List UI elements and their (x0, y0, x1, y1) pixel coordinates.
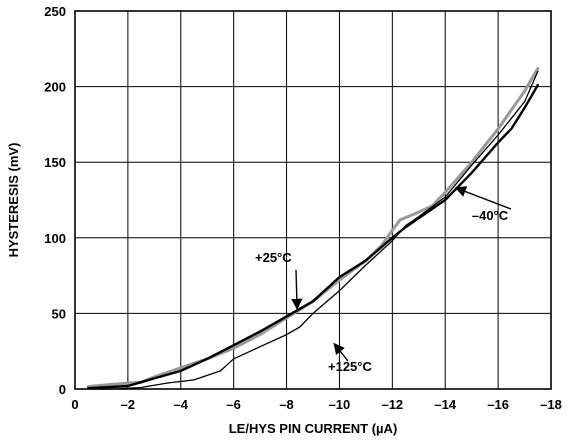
x-tick-label: 0 (71, 397, 78, 412)
annotation-label: +125°C (328, 359, 372, 374)
annotation-label: –40°C (472, 208, 509, 223)
annotation-label: +25°C (255, 250, 292, 265)
series-line-25c (86, 67, 540, 389)
x-tick-label: –16 (487, 397, 509, 412)
grid (75, 11, 551, 389)
y-tick-label: 150 (44, 155, 66, 170)
y-tick-label: 0 (59, 382, 66, 397)
annotation-arrow (333, 342, 349, 362)
series-lines (86, 67, 540, 390)
x-tick-labels: 0 –2 –4 –6 –8 –10 –12 –14 –16 –18 (71, 397, 561, 412)
x-tick-label: –10 (329, 397, 351, 412)
y-tick-label: 200 (44, 80, 66, 95)
plot-frame (74, 10, 552, 390)
y-tick-label: 250 (44, 4, 66, 19)
x-tick-label: –2 (121, 397, 135, 412)
series-line-125c (87, 70, 539, 390)
series-line-40c (87, 83, 539, 390)
x-tick-label: –4 (174, 397, 189, 412)
x-axis-title: LE/HYS PIN CURRENT (µA) (229, 421, 398, 436)
x-tick-label: –14 (434, 397, 456, 412)
y-axis-title: HYSTERESIS (mV) (6, 143, 21, 258)
x-tick-label: –12 (381, 397, 403, 412)
y-tick-label: 100 (44, 231, 66, 246)
y-tick-labels: 0 50 100 150 200 250 (44, 4, 66, 397)
x-tick-label: –6 (226, 397, 240, 412)
annotations: +25°C –40°C +125°C (255, 186, 512, 374)
x-tick-label: –18 (540, 397, 562, 412)
x-tick-label: –8 (279, 397, 293, 412)
y-tick-label: 50 (52, 306, 66, 321)
annotation-arrow (454, 186, 512, 210)
annotation-arrow (291, 269, 303, 310)
